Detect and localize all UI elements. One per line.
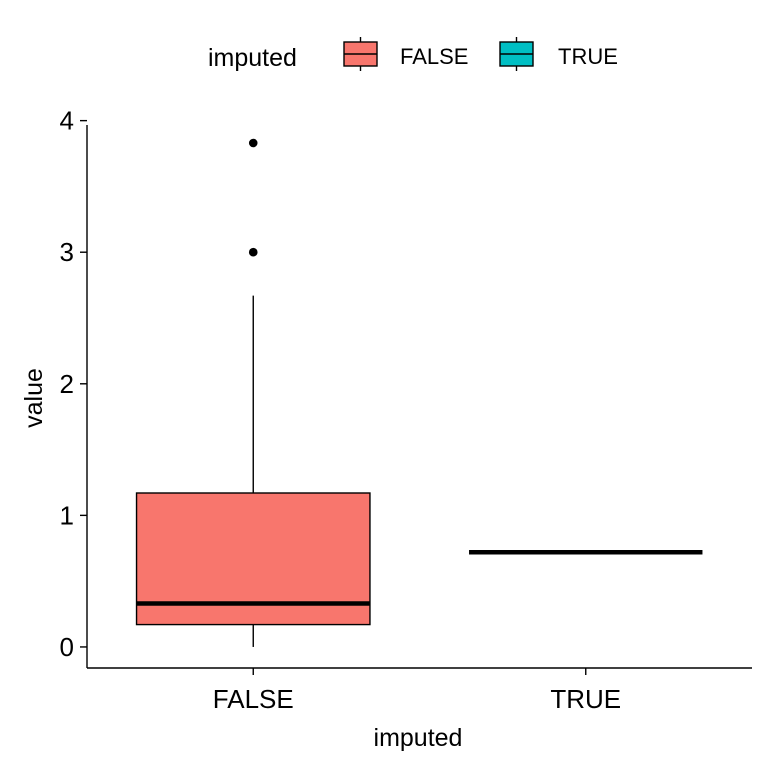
outlier-point xyxy=(248,247,258,257)
x-tick-label-true: TRUE xyxy=(550,684,621,714)
legend-label: TRUE xyxy=(558,44,618,69)
legend: imputed FALSE TRUE xyxy=(208,37,618,72)
x-axis-label: imputed xyxy=(374,724,463,752)
y-tick-label: 4 xyxy=(60,106,74,136)
y-tick-label: 1 xyxy=(60,500,74,530)
x-tick-label-false: FALSE xyxy=(213,684,294,714)
box-false xyxy=(135,138,371,647)
legend-item-true: TRUE xyxy=(499,37,618,71)
legend-label: FALSE xyxy=(400,44,468,69)
outlier-point xyxy=(248,138,258,148)
y-tick-label: 0 xyxy=(60,632,74,662)
y-tick-label: 3 xyxy=(60,237,74,267)
legend-title: imputed xyxy=(208,44,297,72)
y-tick-label: 2 xyxy=(60,369,74,399)
y-axis-label: value xyxy=(20,368,48,428)
legend-item-false: FALSE xyxy=(343,37,468,71)
